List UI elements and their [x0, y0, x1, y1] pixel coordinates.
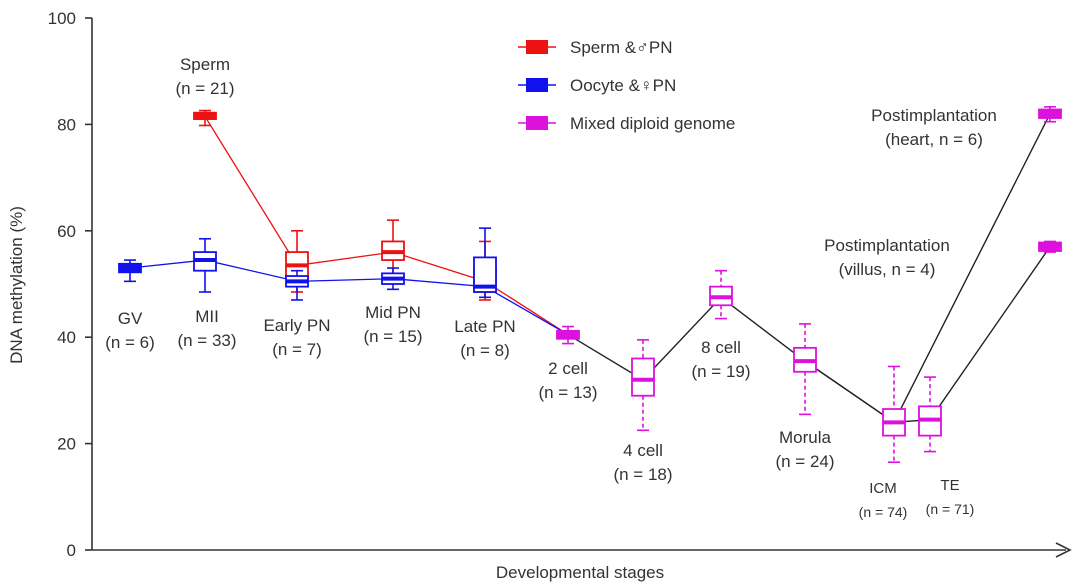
stage-name: MII	[195, 307, 219, 326]
x-axis-arrowhead	[1055, 542, 1072, 558]
legend-swatch	[526, 78, 548, 92]
stage-sample-size: (n = 24)	[775, 452, 834, 471]
stage-sample-size: (n = 8)	[460, 341, 510, 360]
stage-label-icm: ICM (n = 74)	[859, 480, 908, 520]
stage-name: ICM	[869, 480, 897, 497]
legend-item-sperm: Sperm &♂PN	[518, 38, 673, 57]
stage-label-mid_pn: Mid PN (n = 15)	[363, 303, 422, 346]
stage-name: Late PN	[454, 317, 515, 336]
stage-name: Early PN	[263, 316, 330, 335]
y-ticks: 0 20 40 60 80 100	[48, 9, 92, 560]
y-tick-label: 100	[48, 9, 76, 28]
stage-name: 2 cell	[548, 359, 588, 378]
stage-label-cell8: 8 cell (n = 19)	[691, 338, 750, 381]
stage-name: TE	[940, 477, 959, 494]
oocyte-box-mid_pn	[381, 267, 405, 291]
stage-name: Morula	[779, 428, 832, 447]
stage-label-early_pn: Early PN (n = 7)	[263, 316, 330, 359]
stage-label-late_pn: Late PN (n = 8)	[454, 317, 515, 360]
oocyte-box-late_pn	[473, 227, 497, 299]
legend-label: Sperm &♂PN	[570, 38, 673, 57]
mixed-box-cell2	[556, 325, 580, 345]
legend-label: Mixed diploid genome	[570, 114, 735, 133]
stage-label-mii: MII (n = 33)	[177, 307, 236, 350]
stage-sample-size: (villus, n = 4)	[839, 260, 936, 279]
stage-sample-size: (n = 15)	[363, 327, 422, 346]
stage-sample-size: (n = 71)	[926, 501, 975, 517]
y-tick-label: 0	[67, 541, 76, 560]
stage-name: Postimplantation	[824, 236, 950, 255]
mixed-box-morula	[793, 323, 817, 416]
axes: 0 20 40 60 80 100 Developmental stages DNA me…	[7, 9, 1072, 582]
stage-name: Sperm	[180, 55, 230, 74]
stage-label-heart: Postimplantation (heart, n = 6)	[871, 106, 997, 149]
y-tick-label: 80	[57, 115, 76, 134]
stage-label-sperm: Sperm (n = 21)	[175, 55, 234, 98]
mixed-box-villus	[1038, 240, 1062, 253]
legend: Sperm &♂PN Oocyte &♀PN Mixed diploid genom…	[518, 38, 735, 133]
stage-sample-size: (n = 21)	[175, 79, 234, 98]
stage-label-gv: GV (n = 6)	[105, 309, 155, 352]
stage-name: 8 cell	[701, 338, 741, 357]
legend-label: Oocyte &♀PN	[570, 76, 676, 95]
sperm-box-mid_pn	[381, 219, 405, 280]
box-plots	[118, 106, 1062, 464]
stage-label-cell2: 2 cell (n = 13)	[538, 359, 597, 402]
mixed-box-heart	[1038, 106, 1062, 123]
legend-item-oocyte: Oocyte &♀PN	[518, 76, 676, 95]
y-axis-title: DNA methylation (%)	[7, 206, 26, 364]
stage-sample-size: (n = 33)	[177, 331, 236, 350]
oocyte-box-early_pn	[285, 269, 309, 301]
stage-sample-size: (heart, n = 6)	[885, 130, 983, 149]
stage-name: Postimplantation	[871, 106, 997, 125]
stage-sample-size: (n = 19)	[691, 362, 750, 381]
mixed-box-cell4	[631, 339, 655, 432]
stage-sample-size: (n = 74)	[859, 504, 908, 520]
stage-label-morula: Morula (n = 24)	[775, 428, 834, 471]
x-axis-title: Developmental stages	[496, 563, 664, 582]
sperm-line	[204, 116, 569, 336]
legend-swatch	[526, 40, 548, 54]
oocyte-line	[129, 259, 569, 336]
mixed-box-cell8	[709, 269, 733, 320]
legend-swatch	[526, 116, 548, 130]
stage-label-villus: Postimplantation (villus, n = 4)	[824, 236, 950, 279]
oocyte-box-gv	[118, 259, 142, 283]
y-tick-label: 20	[57, 435, 76, 454]
y-tick-label: 60	[57, 222, 76, 241]
y-tick-label: 40	[57, 328, 76, 347]
mixed-box-te	[918, 376, 942, 453]
stage-labels: GV (n = 6) MII (n = 33) Sperm (n = 21) Early P…	[105, 55, 997, 520]
stage-label-te: TE (n = 71)	[926, 477, 975, 517]
stage-sample-size: (n = 7)	[272, 340, 322, 359]
stage-name: 4 cell	[623, 441, 663, 460]
oocyte-box-mii	[193, 237, 217, 293]
mixed-box-icm	[882, 365, 906, 464]
stage-sample-size: (n = 13)	[538, 383, 597, 402]
stage-name: Mid PN	[365, 303, 421, 322]
stage-name: GV	[118, 309, 143, 328]
sperm-box-sperm	[193, 109, 217, 127]
stage-sample-size: (n = 6)	[105, 333, 155, 352]
stage-sample-size: (n = 18)	[613, 465, 672, 484]
legend-item-mixed: Mixed diploid genome	[518, 114, 735, 133]
stage-label-cell4: 4 cell (n = 18)	[613, 441, 672, 484]
